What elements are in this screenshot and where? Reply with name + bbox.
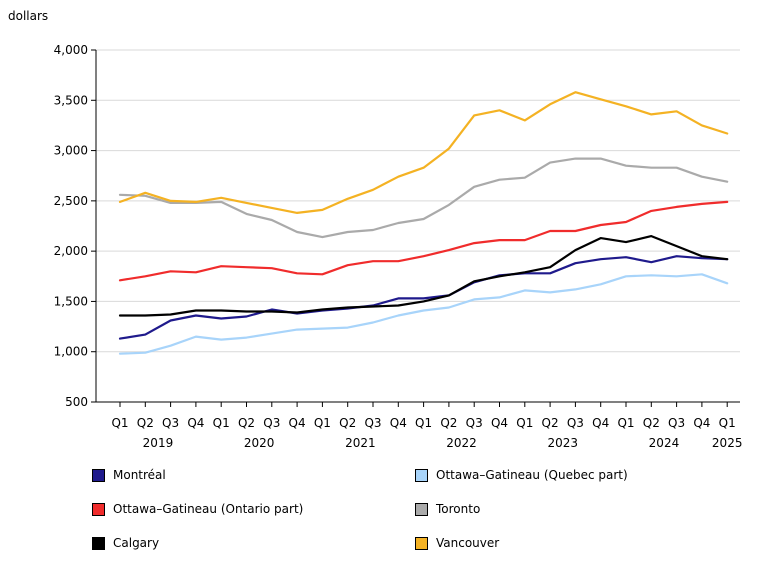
x-tick-label: Q4 (693, 416, 710, 430)
x-tick-label: Q1 (314, 416, 331, 430)
y-tick-label: 1,000 (54, 345, 88, 359)
x-tick-label: Q4 (491, 416, 508, 430)
y-tick-label: 1,500 (54, 294, 88, 308)
series-line (118, 273, 729, 355)
series-line (118, 157, 729, 239)
year-label: 2019 (143, 436, 174, 450)
x-tick-label: Q2 (238, 416, 255, 430)
x-tick-label: Q2 (137, 416, 154, 430)
x-tick-label: Q3 (364, 416, 381, 430)
x-tick-label: Q3 (668, 416, 685, 430)
y-tick-label: 3,000 (54, 144, 88, 158)
series-line (118, 91, 729, 214)
x-tick-label: Q1 (617, 416, 634, 430)
x-tick-label: Q4 (289, 416, 306, 430)
year-label: 2023 (547, 436, 578, 450)
x-tick-label: Q3 (466, 416, 483, 430)
year-label: 2024 (649, 436, 680, 450)
x-tick-label: Q1 (516, 416, 533, 430)
y-tick-label: 3,500 (54, 93, 88, 107)
x-tick-label: Q2 (440, 416, 457, 430)
year-label: 2020 (244, 436, 275, 450)
axes: 500 1,000 1,500 2,000 2,500 3,000 3,500 4,000 Q1… (54, 43, 743, 450)
x-tick-label: Q2 (339, 416, 356, 430)
x-tick-label: Q1 (213, 416, 230, 430)
x-tick-label: Q2 (643, 416, 660, 430)
x-tick-label: Q1 (111, 416, 128, 430)
x-tick-label: Q3 (567, 416, 584, 430)
x-tick-label: Q4 (187, 416, 204, 430)
year-label: 2021 (345, 436, 376, 450)
series-line (118, 200, 729, 282)
x-tick-label: Q3 (263, 416, 280, 430)
year-label: 2022 (446, 436, 477, 450)
x-tick-label: Q1 (719, 416, 736, 430)
year-label: 2025 (712, 436, 743, 450)
y-axis-label: dollars (8, 9, 48, 23)
series-lines (118, 91, 729, 355)
x-tick-label: Q3 (162, 416, 179, 430)
y-tick-label: 2,500 (54, 194, 88, 208)
x-tick-label: Q1 (415, 416, 432, 430)
series-line (118, 255, 729, 340)
series-line (118, 235, 729, 317)
y-tick-label: 500 (65, 395, 88, 409)
x-tick-label: Q4 (390, 416, 407, 430)
x-tick-label: Q4 (592, 416, 609, 430)
y-tick-label: 4,000 (54, 43, 88, 57)
y-tick-label: 2,000 (54, 244, 88, 258)
x-tick-label: Q2 (542, 416, 559, 430)
